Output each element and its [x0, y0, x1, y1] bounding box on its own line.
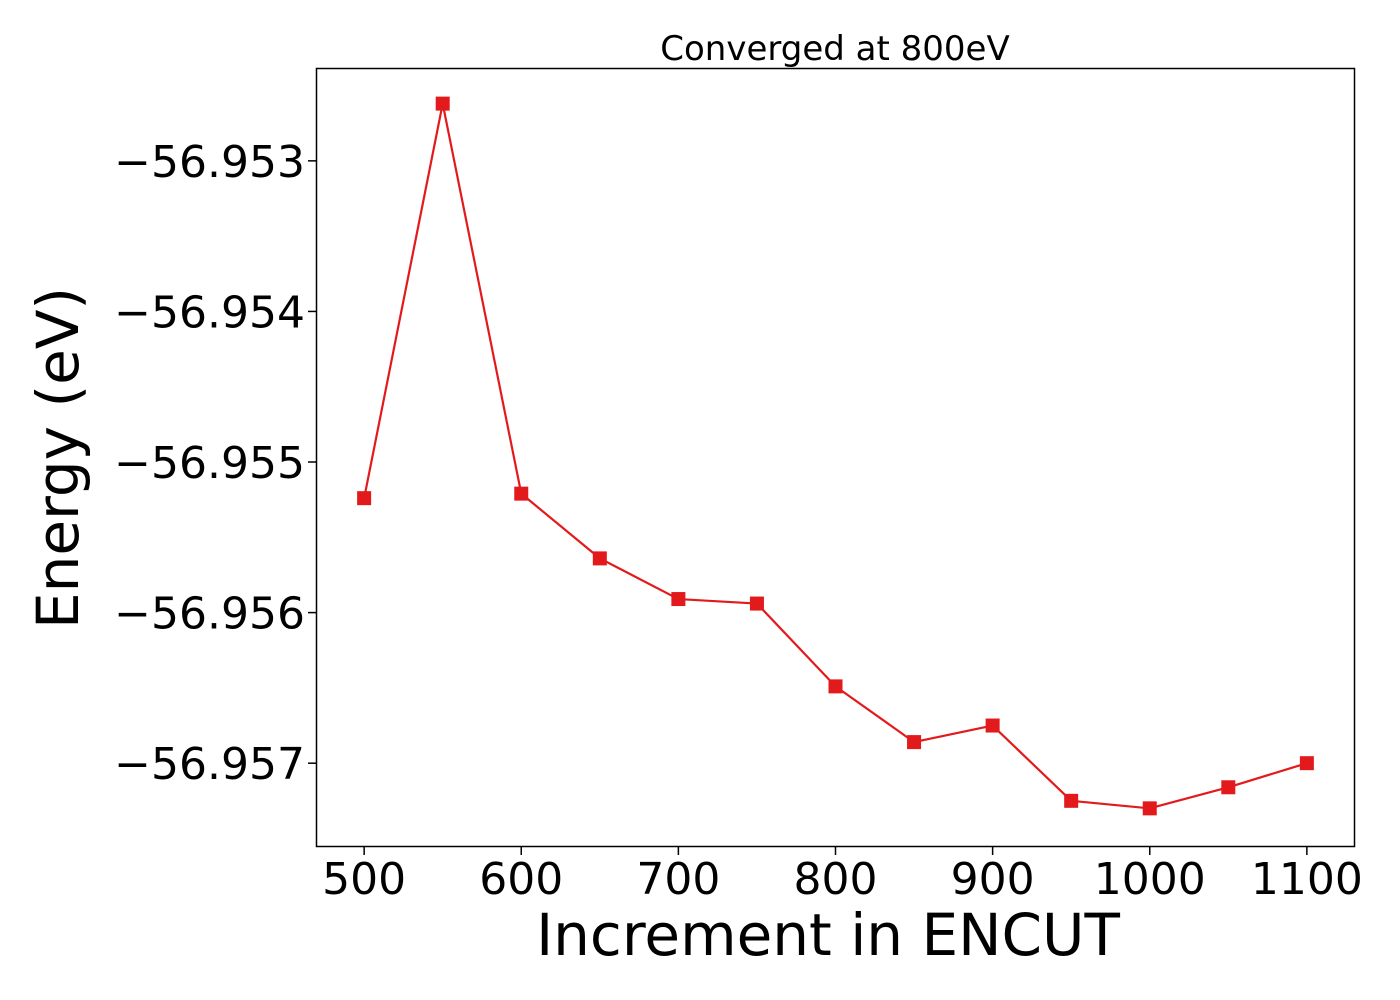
y-tick-label: −56.955 — [114, 438, 305, 489]
y-tick-label: −56.953 — [114, 137, 305, 188]
data-point-marker — [592, 551, 607, 566]
chart-title: Converged at 800eV — [660, 29, 1009, 69]
data-point-marker — [514, 486, 529, 501]
series-layer — [357, 96, 1314, 816]
data-point-marker — [749, 596, 764, 611]
x-tick-label: 600 — [479, 854, 563, 905]
x-tick-label: 1000 — [1094, 854, 1206, 905]
data-point-marker — [1064, 793, 1079, 808]
x-tick-label: 900 — [951, 854, 1035, 905]
x-ticks: 500 600 700 800 900 1000 1100 — [322, 846, 1363, 905]
data-point-marker — [985, 718, 1000, 733]
x-tick-label: 700 — [636, 854, 720, 905]
data-point-marker — [1221, 780, 1236, 795]
plot-frame — [315, 67, 1356, 848]
data-point-marker — [1142, 801, 1157, 816]
x-tick-label: 800 — [794, 854, 878, 905]
y-axis-label: Energy (eV) — [24, 287, 92, 629]
y-tick-label: −56.954 — [114, 287, 305, 338]
data-point-marker — [435, 96, 450, 111]
x-tick-label: 1100 — [1251, 854, 1363, 905]
x-tick-label: 500 — [322, 854, 406, 905]
y-tick-label: −56.957 — [114, 739, 305, 790]
data-point-marker — [907, 735, 922, 750]
y-tick-label: −56.956 — [114, 589, 305, 640]
x-axis-label: Increment in ENCUT — [536, 901, 1120, 969]
y-ticks: −56.953 −56.954 −56.955 −56.956 −56.957 — [114, 137, 317, 790]
data-point-marker — [1299, 756, 1314, 771]
data-point-marker — [357, 491, 372, 506]
data-point-marker — [671, 592, 686, 607]
data-point-marker — [828, 679, 843, 694]
